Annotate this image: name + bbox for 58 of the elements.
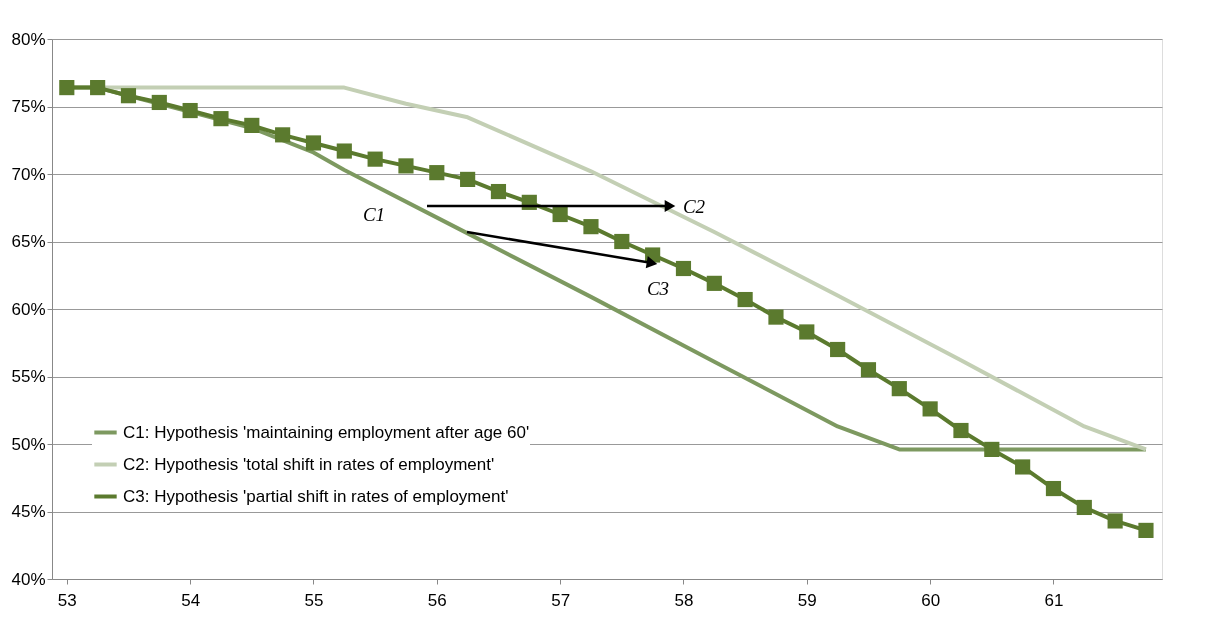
point (1015, 459, 1031, 475)
point (244, 117, 260, 133)
annotation: C2 (682, 196, 706, 217)
x-tick-label: 57 (551, 590, 571, 610)
legend-label: C3: Hypothesis 'partial shift in rates of employment' (123, 486, 509, 506)
point (429, 165, 445, 181)
x-tick-label: 60 (921, 590, 941, 610)
legend-label: C1: Hypothesis 'maintaining employment after age 60' (123, 422, 530, 442)
y-tick-label: 60% (11, 299, 46, 319)
point (953, 422, 969, 439)
y-tick-label: 45% (11, 502, 46, 521)
point (1138, 522, 1154, 538)
point (799, 324, 815, 340)
x-tick-label: 58 (674, 590, 694, 610)
y-tick-label: 40% (11, 569, 46, 589)
point (552, 206, 568, 223)
point (706, 275, 722, 291)
point (275, 127, 291, 143)
y-tick-label: 70% (11, 164, 46, 184)
y-tick-label: 55% (11, 367, 46, 386)
annotation: C1 (362, 204, 386, 225)
point (398, 158, 414, 174)
point (675, 260, 692, 277)
point (213, 111, 229, 127)
point (151, 94, 167, 111)
point (336, 143, 352, 159)
x-tick-label: 61 (1044, 590, 1064, 610)
x-tick-label: 55 (304, 590, 324, 610)
point (768, 309, 784, 325)
x-tick-label: 56 (427, 590, 447, 610)
point (860, 362, 877, 378)
point (830, 341, 846, 358)
point (583, 219, 599, 235)
point (1045, 480, 1062, 497)
point (59, 80, 75, 96)
point (490, 183, 507, 200)
point (182, 102, 198, 119)
point (120, 88, 137, 104)
point (737, 291, 753, 308)
legend-label: C2: Hypothesis 'total shift in rates of employment' (123, 454, 495, 474)
point (305, 135, 322, 151)
y-tick-label: 75% (11, 97, 46, 116)
y-tick-label: 65% (11, 232, 46, 251)
point (922, 401, 938, 417)
point (891, 381, 907, 397)
point (1076, 499, 1092, 516)
x-tick-label: 54 (181, 590, 201, 610)
point (1107, 513, 1123, 529)
annotation: C3 (646, 278, 670, 299)
y-tick-label: 80% (11, 29, 46, 49)
point (984, 441, 1000, 457)
point (614, 233, 630, 250)
x-tick-label: 59 (797, 590, 817, 610)
point (90, 80, 106, 96)
point (460, 171, 476, 187)
point (367, 151, 383, 167)
y-tick-label: 50% (11, 434, 46, 454)
x-tick-label: 53 (57, 590, 77, 610)
